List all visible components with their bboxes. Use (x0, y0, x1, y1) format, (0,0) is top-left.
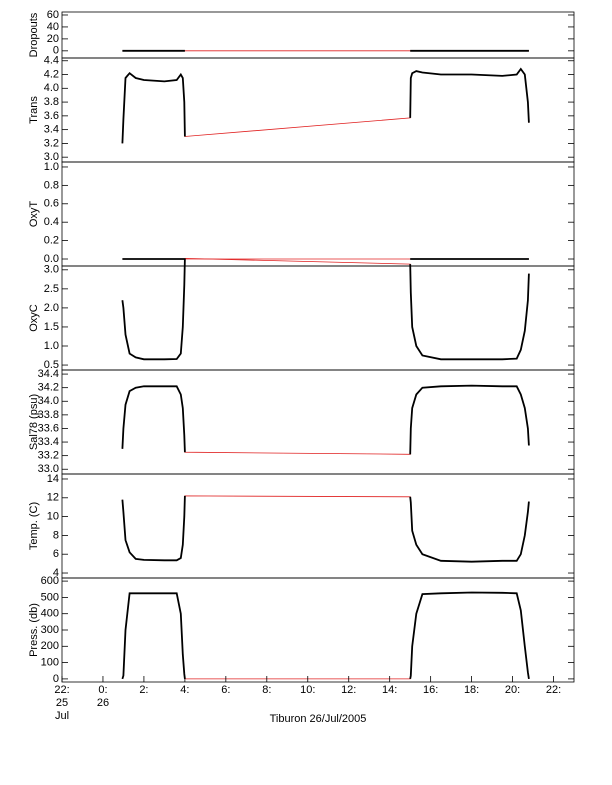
y-tick-label: 8 (53, 529, 59, 541)
x-tick-label: 12: (341, 684, 356, 696)
x-tick-label: 6: (221, 684, 230, 696)
y-tick-label: 3.0 (44, 264, 59, 276)
y-axis-label: OxyC (28, 304, 40, 332)
x-axis-label: Tiburon 26/Jul/2005 (270, 713, 367, 725)
y-tick-label: 0.4 (44, 216, 59, 228)
y-tick-label: 12 (47, 492, 59, 504)
x-tick-label: 20: (505, 684, 520, 696)
y-axis-label: Dropouts (28, 12, 40, 57)
y-tick-label: 20 (47, 33, 59, 45)
y-tick-label: 1.5 (44, 321, 59, 333)
data-line (121, 495, 530, 563)
y-tick-label: 3.2 (44, 137, 59, 149)
y-axis-label: Press. (db) (28, 603, 40, 657)
y-tick-label: 33.0 (38, 463, 59, 475)
y-tick-label: 500 (41, 591, 59, 603)
y-tick-label: 3.0 (44, 151, 59, 163)
x-tick-label: 8: (262, 684, 271, 696)
y-tick-label: 0 (53, 673, 59, 685)
y-tick-label: 34.0 (38, 395, 59, 407)
y-tick-label: 2.5 (44, 283, 59, 295)
y-tick-label: 300 (41, 624, 59, 636)
y-tick-label: 10 (47, 511, 59, 523)
y-tick-label: 200 (41, 640, 59, 652)
month-label: Jul (55, 710, 69, 722)
x-tick-label: 18: (464, 684, 479, 696)
date-label: 26 (97, 697, 109, 709)
x-tick-label: 0: (98, 684, 107, 696)
y-tick-label: 400 (41, 608, 59, 620)
y-tick-label: 3.4 (44, 124, 59, 136)
panel-frame (61, 161, 575, 267)
y-tick-label: 100 (41, 657, 59, 669)
data-line (121, 591, 530, 680)
y-tick-label: 34.2 (38, 382, 59, 394)
x-tick-label: 2: (139, 684, 148, 696)
panel-frame (61, 473, 575, 579)
x-tick-label: 16: (423, 684, 438, 696)
data-line (121, 67, 530, 144)
x-tick-label: 22: (54, 684, 69, 696)
y-axis-label: Trans (28, 96, 40, 124)
y-tick-label: 4.4 (44, 55, 59, 67)
y-tick-label: 14 (47, 473, 59, 485)
y-tick-label: 33.4 (38, 436, 59, 448)
data-line (121, 258, 530, 361)
y-tick-label: 4.0 (44, 82, 59, 94)
x-tick-label: 10: (300, 684, 315, 696)
y-tick-label: 0.0 (44, 253, 59, 265)
data-line (121, 384, 530, 455)
y-tick-label: 60 (47, 9, 59, 21)
x-tick-label: 14: (382, 684, 397, 696)
y-tick-label: 600 (41, 575, 59, 587)
x-tick-label: 4: (180, 684, 189, 696)
y-tick-label: 2.0 (44, 302, 59, 314)
y-tick-label: 0 (53, 45, 59, 57)
x-tick-label: 22: (546, 684, 561, 696)
y-tick-label: 33.6 (38, 422, 59, 434)
y-tick-label: 0.6 (44, 198, 59, 210)
y-axis-label: Sal78 (psu) (28, 394, 40, 450)
y-tick-label: 3.8 (44, 96, 59, 108)
y-tick-label: 1.0 (44, 340, 59, 352)
y-tick-label: 3.6 (44, 110, 59, 122)
y-axis-label: Temp. (C) (28, 502, 40, 550)
y-tick-label: 33.8 (38, 409, 59, 421)
y-tick-label: 6 (53, 548, 59, 560)
y-tick-label: 0.2 (44, 235, 59, 247)
y-tick-label: 34.4 (38, 368, 59, 380)
y-tick-label: 4 (53, 567, 59, 579)
y-tick-label: 0.5 (44, 359, 59, 371)
y-axis-label: OxyT (28, 201, 40, 228)
y-tick-label: 0.8 (44, 179, 59, 191)
panel-frame (61, 265, 575, 371)
panel-frame (61, 57, 575, 163)
y-tick-label: 40 (47, 21, 59, 33)
y-tick-label: 4.2 (44, 68, 59, 80)
date-label: 25 (56, 697, 68, 709)
y-tick-label: 1.0 (44, 161, 59, 173)
y-tick-label: 33.2 (38, 450, 59, 462)
